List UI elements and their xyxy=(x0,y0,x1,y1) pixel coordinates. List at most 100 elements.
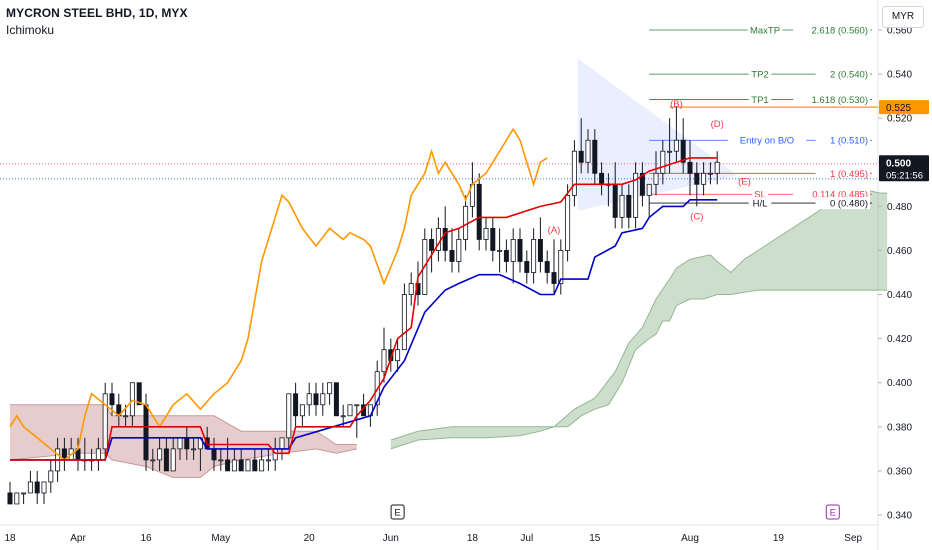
cloud-bullish xyxy=(390,188,888,449)
y-tick-label: 0.540 xyxy=(887,70,912,81)
candle xyxy=(306,393,312,406)
candle xyxy=(150,459,156,462)
kijun-sen xyxy=(10,199,718,461)
cloud-bullish-span-b xyxy=(390,289,888,450)
candle xyxy=(129,382,135,417)
earnings-marker-label: E xyxy=(830,508,836,519)
candle xyxy=(21,492,27,495)
candle xyxy=(714,161,720,174)
candle xyxy=(395,349,401,362)
x-tick-label: Jun xyxy=(383,533,399,544)
candle xyxy=(211,448,217,461)
fib-value-bg xyxy=(815,167,870,180)
earnings-marker[interactable] xyxy=(825,504,840,520)
candle xyxy=(633,172,639,218)
candle xyxy=(599,172,605,185)
fib-value-bg xyxy=(815,68,870,81)
candle xyxy=(299,404,305,417)
pattern-point-label: (C) xyxy=(690,212,703,223)
candle xyxy=(95,448,101,461)
fib-label-bg xyxy=(748,93,772,106)
y-tick-label: 0.360 xyxy=(887,466,912,477)
candle xyxy=(184,437,190,450)
x-tick-label: Jul xyxy=(520,533,533,544)
cloud-bullish-span-a xyxy=(390,188,888,441)
candle xyxy=(333,382,339,417)
candle xyxy=(381,349,387,373)
candle xyxy=(517,239,523,262)
chart-header: MYCRON STEEL BHD, 1D, MYX Ichimoku xyxy=(6,6,188,37)
candle xyxy=(177,437,183,450)
candle xyxy=(537,239,543,262)
fib-label: H/L xyxy=(753,199,768,210)
candle xyxy=(490,228,496,251)
price-tag-value: 0.500 xyxy=(886,158,911,169)
candle xyxy=(558,250,564,284)
currency-button[interactable]: MYR xyxy=(882,6,924,28)
candle xyxy=(238,459,244,472)
chikou-span xyxy=(9,127,548,461)
candle xyxy=(259,459,265,472)
y-tick-label: 0.420 xyxy=(887,334,912,345)
fib-value-bg xyxy=(815,197,870,210)
price-tag xyxy=(879,100,929,115)
fib-label: MaxTP xyxy=(750,26,780,37)
earnings-marker[interactable] xyxy=(390,504,405,520)
pattern-point-label: (B) xyxy=(670,99,683,110)
fib-value-bg xyxy=(815,134,870,147)
candle xyxy=(619,194,625,218)
candle xyxy=(449,250,455,262)
candle xyxy=(218,459,224,462)
y-tick-label: 0.560 xyxy=(887,26,912,37)
candle xyxy=(347,404,353,417)
fib-label: Entry on B/O xyxy=(740,136,794,147)
candle xyxy=(170,448,176,472)
candle xyxy=(340,415,346,418)
candle xyxy=(544,261,550,273)
symbol-title[interactable]: MYCRON STEEL BHD, 1D, MYX xyxy=(6,6,188,20)
candle xyxy=(612,183,618,218)
y-tick-label: 0.440 xyxy=(887,290,912,301)
candle xyxy=(245,459,251,472)
fib-label: TP2 xyxy=(751,70,768,81)
candle xyxy=(483,228,489,240)
x-tick-label: 19 xyxy=(773,533,785,544)
fib-label-bg xyxy=(748,68,772,81)
x-tick-label: 15 xyxy=(589,533,601,544)
fib-value: 1.618 (0.530) xyxy=(811,95,868,106)
y-tick-label: 0.400 xyxy=(887,378,912,389)
candle xyxy=(7,492,13,505)
price-tag xyxy=(879,155,929,182)
candle xyxy=(578,150,584,163)
candle xyxy=(102,393,108,450)
candle xyxy=(531,239,537,273)
candle xyxy=(225,459,231,472)
fib-label: SL xyxy=(754,190,766,201)
candle xyxy=(456,239,462,262)
fib-label-bg xyxy=(748,197,772,210)
x-tick-label: Apr xyxy=(70,533,86,544)
candle xyxy=(327,382,333,395)
candle xyxy=(429,239,435,251)
x-tick-label: 18 xyxy=(467,533,479,544)
y-tick-label: 0.380 xyxy=(887,422,912,433)
candle xyxy=(293,393,299,417)
candle xyxy=(143,404,149,461)
candle xyxy=(497,250,503,252)
candle xyxy=(639,172,645,196)
candle xyxy=(442,228,448,251)
candle xyxy=(109,393,115,406)
indicator-label[interactable]: Ichimoku xyxy=(6,23,55,37)
fib-value: 2 (0.540) xyxy=(830,70,868,81)
candle xyxy=(510,239,516,262)
candle xyxy=(41,481,47,494)
candle xyxy=(27,481,33,494)
y-tick-label: 0.520 xyxy=(887,114,912,125)
x-tick-label: 20 xyxy=(304,533,316,544)
candle xyxy=(687,161,693,174)
candle xyxy=(660,150,666,174)
candle xyxy=(313,393,319,406)
candle xyxy=(503,250,509,262)
pattern-point-label: (E) xyxy=(738,176,751,187)
